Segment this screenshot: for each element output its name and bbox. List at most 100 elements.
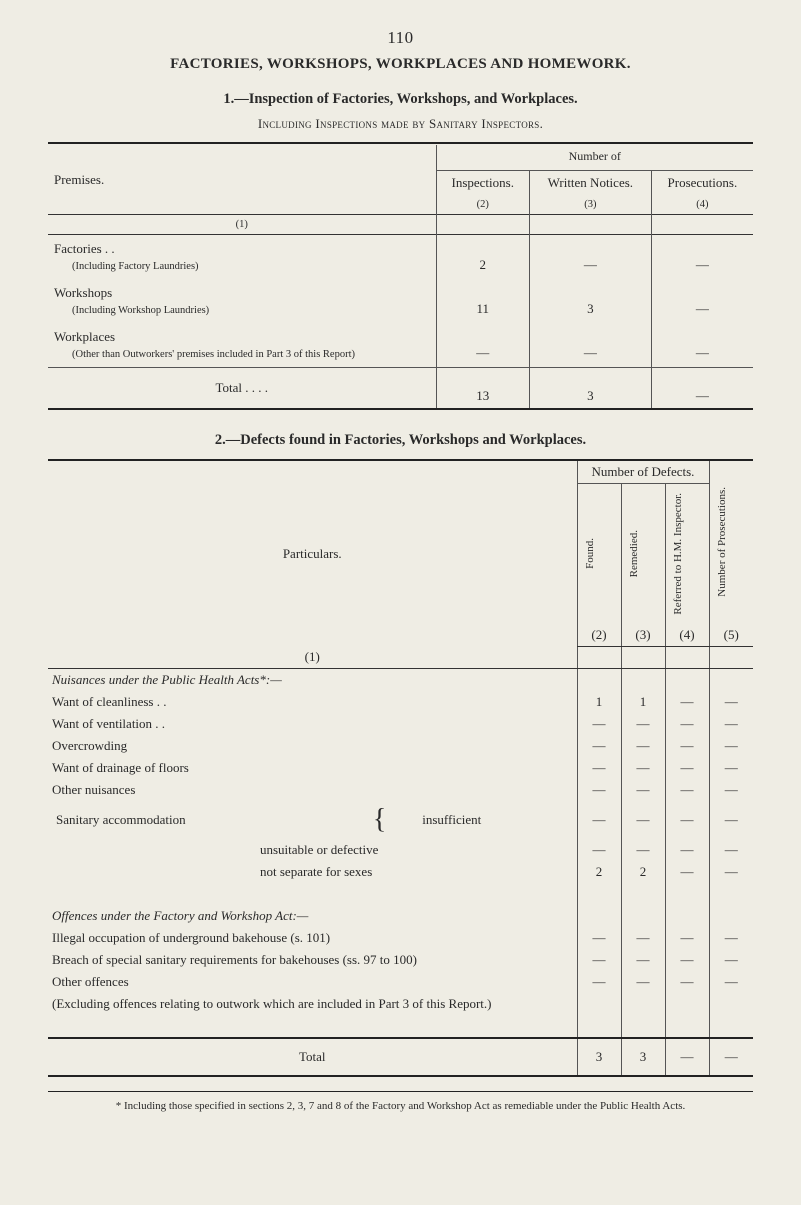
- sanitary-item: insufficient: [418, 804, 572, 836]
- cell: —: [621, 971, 665, 993]
- cell: 11: [436, 279, 529, 323]
- cell: —: [577, 971, 621, 993]
- cell: 3: [529, 279, 651, 323]
- table-row: Want of ventilation . . — — — —: [48, 713, 753, 735]
- row-note: (Including Factory Laundries): [54, 261, 199, 272]
- colnum4: (4): [651, 195, 753, 215]
- table-row: Breach of special sanitary requirements …: [48, 949, 753, 971]
- row-label: Overcrowding: [48, 735, 577, 757]
- cell: 2: [436, 235, 529, 280]
- brace-icon: {: [369, 804, 418, 836]
- number-of-label: Number of: [436, 145, 753, 171]
- colnum1: (1): [48, 215, 436, 235]
- cell: —: [621, 927, 665, 949]
- col-prosec: Prosecutions.: [651, 171, 753, 196]
- table-row: Workshops (Including Workshop Laundries)…: [48, 279, 753, 323]
- cell: 2: [577, 861, 621, 883]
- sanitary-item: unsuitable or defective: [260, 842, 378, 857]
- row-label: Other offences: [48, 971, 577, 993]
- table-row: unsuitable or defective — — — —: [48, 839, 753, 861]
- premises-label: Premises.: [54, 172, 104, 187]
- cell: —: [651, 323, 753, 368]
- cell: —: [651, 279, 753, 323]
- particulars-label: Particulars.: [283, 546, 342, 561]
- cell: —: [665, 757, 709, 779]
- cell: —: [709, 801, 753, 839]
- cell: —: [665, 691, 709, 713]
- cell: —: [577, 779, 621, 801]
- cell: —: [709, 927, 753, 949]
- page: 110 FACTORIES, WORKSHOPS, WORKPLACES AND…: [0, 0, 801, 1205]
- cell: —: [709, 949, 753, 971]
- cell: —: [621, 949, 665, 971]
- row-label: Want of cleanliness . .: [48, 691, 577, 713]
- col-referred: Referred to H.M. Inspector.: [670, 487, 686, 621]
- cell: —: [665, 861, 709, 883]
- table-row: not separate for sexes 2 2 — —: [48, 861, 753, 883]
- total-prosec: —: [709, 1038, 753, 1076]
- row-name: Workshops: [54, 285, 112, 300]
- cell: —: [436, 323, 529, 368]
- cell: —: [621, 801, 665, 839]
- table-row: Want of drainage of floors — — — —: [48, 757, 753, 779]
- col-remedied: Remedied.: [626, 524, 642, 583]
- cell: —: [665, 801, 709, 839]
- cell: —: [621, 713, 665, 735]
- cell: —: [709, 779, 753, 801]
- cell: —: [665, 949, 709, 971]
- table-row: Factories . . (Including Factory Laundri…: [48, 235, 753, 280]
- col-prosec: Number of Prosecutions.: [714, 481, 730, 603]
- row-name: Factories . .: [54, 241, 115, 256]
- sanitary-item: not separate for sexes: [260, 864, 372, 879]
- footnote: * Including those specified in sections …: [48, 1091, 753, 1112]
- cell: —: [577, 927, 621, 949]
- section1-title: 1.—Inspection of Factories, Workshops, a…: [48, 91, 753, 108]
- col-notices: Written Notices.: [529, 171, 651, 196]
- cell: —: [665, 839, 709, 861]
- row-note: (Other than Outworkers' premises include…: [54, 349, 355, 360]
- excl-note: (Excluding offences relating to outwork …: [48, 993, 577, 1015]
- total-found: 3: [577, 1038, 621, 1076]
- table-row: Other offences — — — —: [48, 971, 753, 993]
- cell: —: [577, 949, 621, 971]
- cell: —: [529, 235, 651, 280]
- main-title: FACTORIES, WORKSHOPS, WORKPLACES AND HOM…: [48, 56, 753, 73]
- row-label: Want of ventilation . .: [48, 713, 577, 735]
- cell: —: [665, 735, 709, 757]
- cell: —: [577, 839, 621, 861]
- page-number: 110: [48, 28, 753, 48]
- table-row: Overcrowding — — — —: [48, 735, 753, 757]
- total-prosec: —: [651, 368, 753, 410]
- sanitary-label: Sanitary accommodation: [52, 804, 369, 836]
- cell: —: [709, 713, 753, 735]
- groupA-title: Nuisances under the Public Health Acts*:…: [48, 669, 577, 692]
- cell: —: [665, 971, 709, 993]
- colnum1: (1): [48, 646, 577, 669]
- cell: —: [577, 801, 621, 839]
- total-referred: —: [665, 1038, 709, 1076]
- total-label: Total . . . .: [216, 380, 269, 395]
- total-label: Total: [299, 1049, 326, 1064]
- cell: 1: [621, 691, 665, 713]
- cell: —: [621, 757, 665, 779]
- cell: —: [529, 323, 651, 368]
- cell: —: [621, 779, 665, 801]
- row-label: Want of drainage of floors: [48, 757, 577, 779]
- table-row: Illegal occupation of underground bakeho…: [48, 927, 753, 949]
- row-label: Other nuisances: [48, 779, 577, 801]
- colnum5: (5): [709, 624, 753, 647]
- cell: —: [709, 691, 753, 713]
- table-defects: Particulars. Number of Defects. Number o…: [48, 459, 753, 1077]
- cell: —: [709, 735, 753, 757]
- colnum3: (3): [529, 195, 651, 215]
- total-notices: 3: [529, 368, 651, 410]
- table-row: Sanitary accommodation { insufficient — …: [48, 801, 753, 839]
- colnum3: (3): [621, 624, 665, 647]
- col-inspections: Inspections.: [436, 171, 529, 196]
- row-label: Illegal occupation of underground bakeho…: [48, 927, 577, 949]
- row-name: Workplaces: [54, 329, 115, 344]
- cell: —: [651, 235, 753, 280]
- table-inspections: Premises. Number of Inspections. Written…: [48, 142, 753, 410]
- colnum2: (2): [436, 195, 529, 215]
- section2-title: 2.—Defects found in Factories, Workshops…: [48, 432, 753, 449]
